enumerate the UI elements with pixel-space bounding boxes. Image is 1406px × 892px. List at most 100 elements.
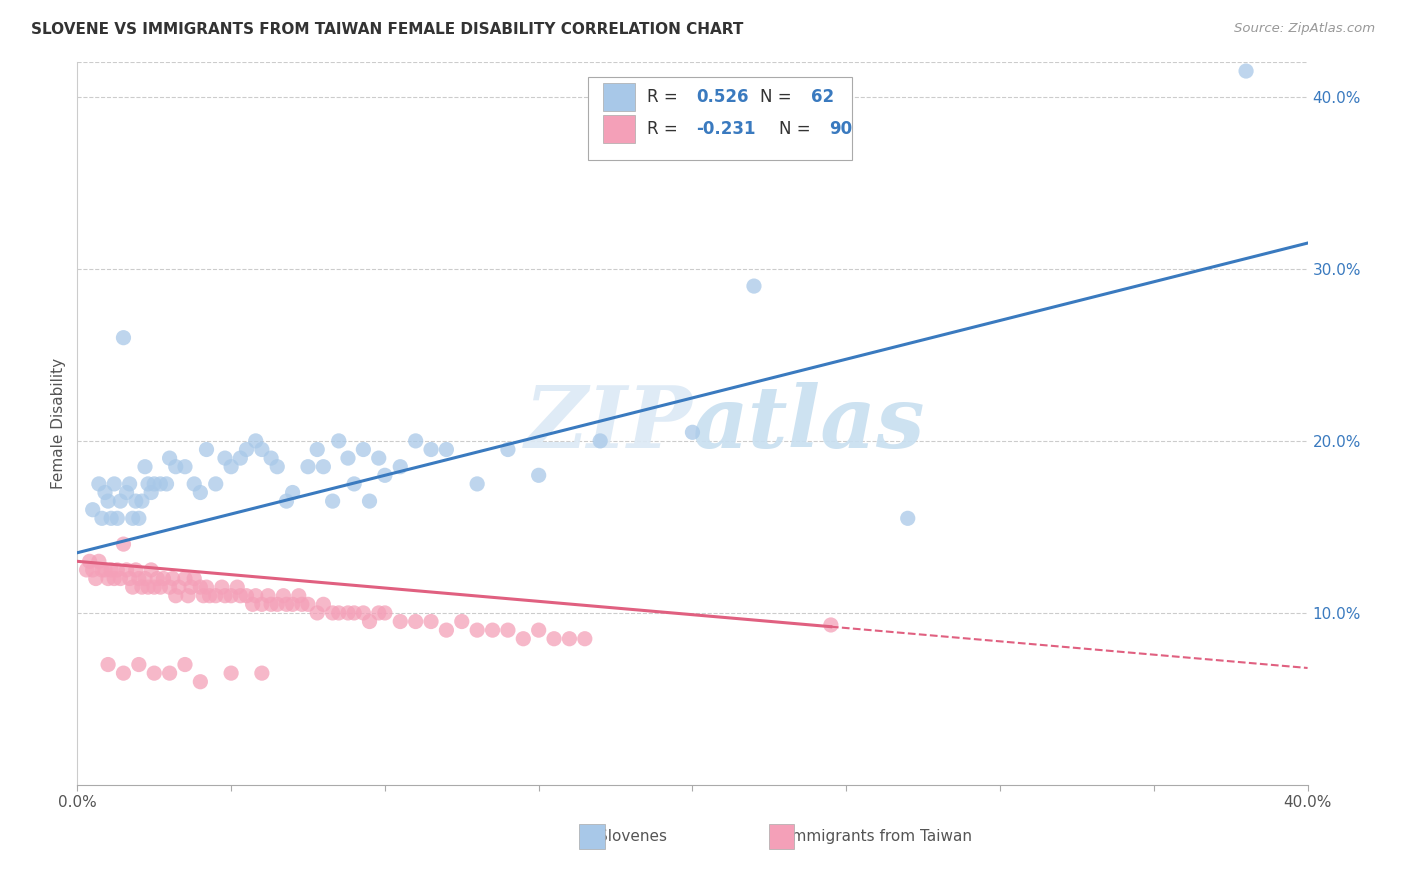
Point [87,476,110,491]
Bar [603,115,634,143]
Text: Source: ZipAtlas.com: Source: ZipAtlas.com [1234,22,1375,36]
Point [100,563,122,577]
Point [322,606,344,620]
Text: Immigrants from Taiwan: Immigrants from Taiwan [787,829,973,844]
Point [131,580,153,594]
Point [250,598,273,612]
Point [177,589,200,603]
Point [897,511,920,525]
Point [337,606,360,620]
Point [136,580,159,594]
Point [352,442,374,457]
Point [229,589,252,603]
Point [94,563,117,577]
Point [291,598,314,612]
Text: 62: 62 [811,88,834,106]
Point [82,563,104,577]
Point [90,563,114,577]
Point [1234,64,1257,78]
Point [260,451,283,466]
Text: ZIP: ZIP [524,382,693,466]
Point [450,615,472,629]
Point [125,494,148,508]
Point [141,485,163,500]
Point [297,459,319,474]
Point [112,537,135,551]
Point [312,598,335,612]
Point [159,451,181,466]
Point [229,451,252,466]
Point [94,485,117,500]
Point [343,476,366,491]
FancyBboxPatch shape [588,77,852,160]
Point [574,632,596,646]
Point [589,434,612,448]
Point [174,459,197,474]
Point [180,580,202,594]
Point [121,511,143,525]
Point [105,511,128,525]
Point [118,572,141,586]
Point [155,476,177,491]
Point [103,572,125,586]
Point [242,598,264,612]
Point [367,606,389,620]
Point [211,580,233,594]
Point [131,494,153,508]
Point [297,598,319,612]
Point [141,563,163,577]
Point [183,572,205,586]
Point [188,485,212,500]
Point [152,572,174,586]
Text: R =: R = [647,88,683,106]
Point [118,476,141,491]
Point [76,563,98,577]
Point [159,580,181,594]
Point [82,502,104,516]
Point [389,615,412,629]
Point [235,442,257,457]
Point [198,589,221,603]
Point [115,485,138,500]
Point [159,666,181,681]
Text: R =: R = [647,120,683,138]
Point [165,459,187,474]
Point [496,442,519,457]
Point [97,572,120,586]
Point [112,331,135,345]
Point [195,442,218,457]
Point [820,618,842,632]
Point [328,434,350,448]
Point [214,451,236,466]
Point [103,476,125,491]
Point [343,606,366,620]
Point [359,494,381,508]
Text: Slovenes: Slovenes [598,829,666,844]
Point [143,476,166,491]
Point [273,589,295,603]
Point [110,572,132,586]
Point [188,580,212,594]
Point [436,442,458,457]
Point [389,459,412,474]
Point [214,589,236,603]
Point [481,623,503,637]
Point [558,632,581,646]
Point [134,572,156,586]
Point [97,494,120,508]
Point [420,615,443,629]
Point [195,580,218,594]
Text: N =: N = [779,120,815,138]
Point [87,554,110,568]
Text: -0.231: -0.231 [696,120,755,138]
Text: N =: N = [761,88,797,106]
Point [245,589,267,603]
Text: SLOVENE VS IMMIGRANTS FROM TAIWAN FEMALE DISABILITY CORRELATION CHART: SLOVENE VS IMMIGRANTS FROM TAIWAN FEMALE… [31,22,744,37]
Point [276,494,298,508]
Point [436,623,458,637]
Point [359,615,381,629]
Point [328,606,350,620]
Point [204,589,226,603]
Point [97,657,120,672]
Point [219,459,242,474]
